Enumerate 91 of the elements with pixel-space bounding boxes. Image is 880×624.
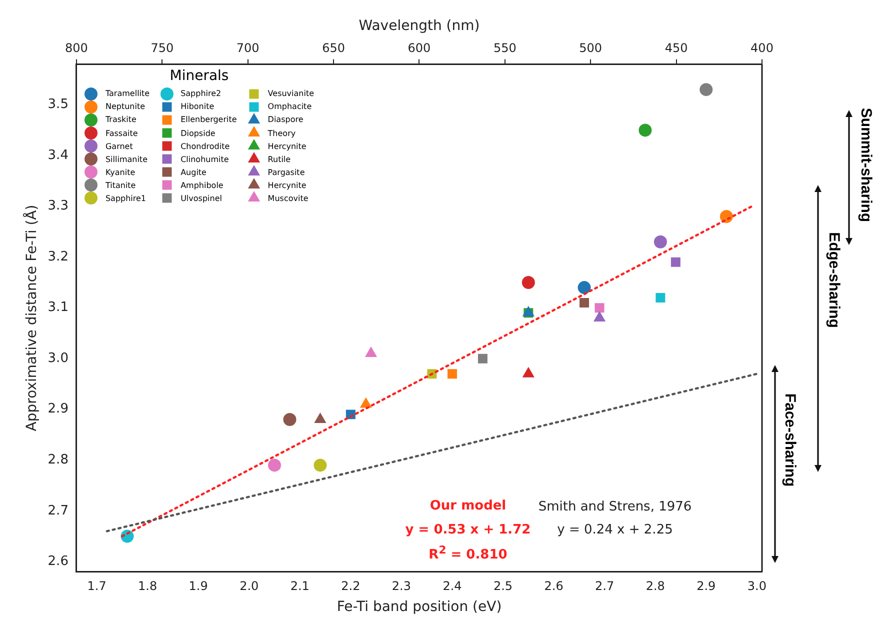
x2-tick-label: 700 [236, 41, 260, 56]
point [314, 458, 327, 472]
x-tick-label: 1.8 [138, 579, 158, 594]
x-tick-label: 2.5 [493, 579, 513, 594]
y-tick-label: 2.9 [48, 402, 68, 417]
x2-axis-title: Wavelength (nm) [358, 18, 480, 34]
x2-tick-label: 500 [579, 41, 602, 56]
y-axis-title: Approximative distance Fe-Ti (Å) [23, 204, 40, 432]
legend-label: Omphacite [268, 102, 312, 112]
x-tick-label: 2.7 [595, 579, 614, 594]
annotation: Our model [430, 498, 506, 514]
legend-label: Hibonite [180, 102, 214, 112]
point [578, 281, 591, 294]
legend-label: Titanite [105, 180, 136, 190]
legend-label: Neptunite [105, 102, 146, 112]
x-tick-label: 2.0 [240, 579, 259, 594]
y-tick-label: 3.2 [48, 249, 68, 264]
annotation: y = 0.53 x + 1.72 [405, 522, 531, 538]
point [670, 257, 680, 267]
x-axis-title: Fe-Ti band position (eV) [336, 599, 502, 616]
legend-label: Pargasite [268, 168, 305, 177]
point [656, 292, 666, 302]
point [522, 367, 534, 378]
legend-label: Theory [268, 128, 296, 138]
x2-tick-label: 600 [408, 41, 431, 56]
annotation: Smith and Strens, 1976 [538, 500, 692, 514]
legend-label: Amphibole [180, 180, 224, 190]
x-tick-label: 2.8 [646, 579, 665, 594]
legend-label: Vesuvianite [268, 89, 314, 98]
y-tick-label: 2.7 [48, 503, 68, 518]
legend-label: Hercynite [268, 180, 306, 190]
x-tick-label: 1.7 [87, 579, 106, 594]
legend-label: Diaspore [268, 115, 304, 124]
y-tick-label: 3.0 [48, 350, 68, 366]
point [580, 298, 590, 308]
point [522, 276, 535, 289]
legend-label: Garnet [105, 142, 133, 151]
y-tick-label: 2.8 [48, 452, 68, 468]
x2-tick-label: 750 [150, 41, 174, 56]
legend-label: Muscovite [268, 194, 308, 203]
point [594, 303, 604, 313]
x-tick-label: 2.2 [341, 579, 360, 594]
x-tick-label: 2.6 [544, 579, 564, 594]
y-tick-label: 2.6 [48, 554, 68, 570]
legend-label: Sapphire2 [180, 89, 222, 98]
point [283, 413, 296, 426]
x2-tick-label: 400 [750, 41, 774, 56]
legend-label: Ellenbergerite [180, 115, 237, 124]
y-tick-label: 3.4 [48, 148, 68, 163]
legend-label: Chondrodite [180, 142, 230, 151]
legend-label: Hercynite [268, 142, 306, 151]
x-tick-label: 2.1 [290, 579, 310, 594]
x2-tick-label: 450 [664, 41, 688, 56]
legend-label: Traskite [105, 115, 136, 124]
point [268, 458, 282, 472]
y-tick-label: 3.3 [48, 198, 68, 214]
legend-label: Augite [180, 168, 206, 177]
point [448, 369, 457, 379]
text: Summit-sharing [858, 108, 874, 222]
x2-tick-label: 800 [65, 41, 88, 56]
legend-label: Sapphire1 [105, 194, 146, 203]
point [365, 347, 377, 358]
legend-label: Fassaite [105, 128, 138, 138]
x-tick-label: 1.9 [188, 579, 208, 594]
text: Edge-sharing [826, 232, 842, 328]
legend-label: Clinohumite [180, 154, 229, 164]
x-tick-label: 2.3 [392, 579, 412, 594]
annotation: y = 0.24 x + 2.25 [557, 522, 673, 538]
y-tick-label: 3.5 [48, 97, 68, 112]
x-tick-label: 2.4 [442, 579, 462, 594]
x-tick-label: 2.9 [696, 579, 716, 594]
point [594, 312, 606, 322]
x2-tick-label: 650 [322, 41, 345, 56]
legend-label: Kyanite [105, 168, 136, 177]
x2-tick-label: 550 [493, 41, 516, 56]
point [700, 83, 713, 96]
y-tick-label: 3.1 [48, 300, 68, 316]
point [478, 354, 488, 364]
annotation: R$^{2}$ = 0.810 [428, 543, 508, 563]
point [638, 124, 652, 137]
legend-title: Minerals [168, 68, 230, 84]
legend-label: Ulvospinel [180, 194, 222, 203]
legend-label: Diopside [180, 128, 216, 138]
text: Face-sharing [782, 393, 798, 487]
point [654, 235, 667, 248]
point [360, 398, 372, 408]
legend-label: Rutile [268, 154, 291, 164]
legend-label: Taramellite [105, 89, 150, 98]
x-tick-label: 3.0 [747, 579, 766, 594]
legend-label: Sillimanite [105, 154, 148, 164]
point [314, 413, 326, 424]
